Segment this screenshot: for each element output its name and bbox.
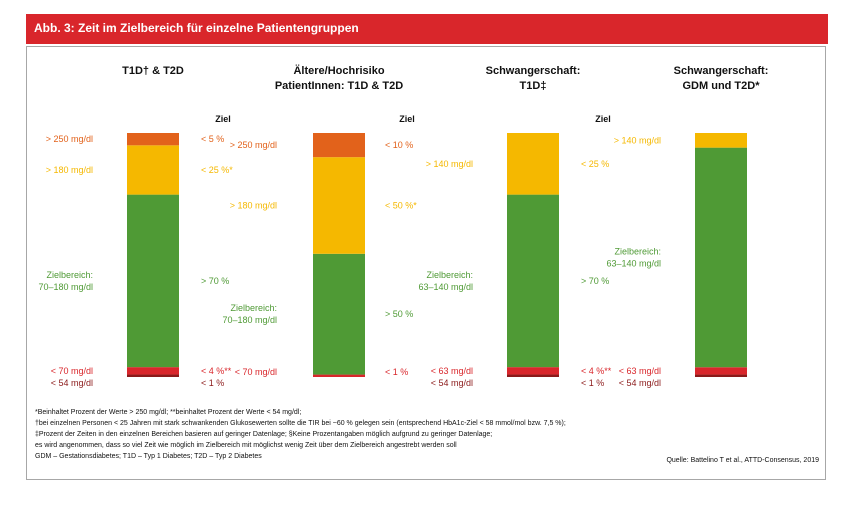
bar-segment xyxy=(127,367,179,375)
bar-segment xyxy=(507,374,559,377)
footnote-4: es wird angenommen, dass so viel Zeit wi… xyxy=(35,442,457,449)
range-label: Zielbereich: xyxy=(426,270,473,280)
goal-label: < 25 % xyxy=(581,159,609,169)
goal-label: > 50 % xyxy=(385,309,413,319)
bar-segment xyxy=(313,253,365,375)
range-label: Zielbereich: xyxy=(614,246,661,256)
range-label: < 54 mg/dl xyxy=(431,378,473,388)
chart-frame: T1D† & T2D Ziel < 54 mg/dl < 1 % < 70 mg/dl <… xyxy=(26,46,826,480)
bar-segment xyxy=(695,367,747,375)
goal-header: Ziel xyxy=(215,114,231,124)
goal-label: < 50 %* xyxy=(385,200,417,210)
goal-label: > 70 % xyxy=(201,276,229,286)
source-citation: Quelle: Battelino T et al., ATTD-Consens… xyxy=(666,457,819,464)
range-label: Zielbereich: xyxy=(46,270,93,280)
range-label: < 54 mg/dl xyxy=(51,378,93,388)
goal-label: < 1 % xyxy=(385,367,408,377)
footnotes: *Beinhaltet Prozent der Werte > 250 mg/d… xyxy=(35,407,825,462)
footnote-5: GDM – Gestationsdiabetes; T1D – Typ 1 Di… xyxy=(35,453,262,460)
group-title: T1D† & T2D xyxy=(122,65,184,77)
bar-segment xyxy=(507,133,559,195)
range-label: < 63 mg/dl xyxy=(619,366,661,376)
figure-title: Abb. 3: Zeit im Zielbereich für einzelne… xyxy=(34,21,359,35)
goal-label: < 5 % xyxy=(201,134,224,144)
range-label: 63–140 mg/dl xyxy=(606,258,661,268)
bar-segment xyxy=(507,367,559,375)
bar-segment xyxy=(507,194,559,368)
range-label: < 70 mg/dl xyxy=(235,367,277,377)
bar-segment xyxy=(127,133,179,146)
group-title: Ältere/Hochrisiko xyxy=(293,64,384,77)
group-title: Schwangerschaft: xyxy=(674,65,769,77)
group-title: T1D‡ xyxy=(520,80,547,92)
group-title: Schwangerschaft: xyxy=(486,65,581,77)
range-label: > 250 mg/dl xyxy=(230,140,277,150)
range-label: 70–180 mg/dl xyxy=(222,315,277,325)
goal-label: < 10 % xyxy=(385,140,413,150)
bar-segment xyxy=(313,133,365,158)
goal-label: < 4 %** xyxy=(581,366,612,376)
bar-segment xyxy=(127,374,179,377)
goal-label: > 70 % xyxy=(581,276,609,286)
range-label: > 140 mg/dl xyxy=(426,159,473,169)
range-label: > 180 mg/dl xyxy=(230,200,277,210)
footnote-1: *Beinhaltet Prozent der Werte > 250 mg/d… xyxy=(35,409,302,416)
group-title: PatientInnen: T1D & T2D xyxy=(275,80,403,92)
footnote-3: ‡Prozent der Zeiten in den einzelnen Ber… xyxy=(35,431,493,438)
range-label: 70–180 mg/dl xyxy=(38,282,93,292)
range-label: 63–140 mg/dl xyxy=(418,282,473,292)
figure-header: Abb. 3: Zeit im Zielbereich für einzelne… xyxy=(26,14,828,44)
range-label: < 54 mg/dl xyxy=(619,378,661,388)
bar-segment xyxy=(127,145,179,195)
bar-segment xyxy=(313,374,365,377)
goal-label: < 1 % xyxy=(201,378,224,388)
range-label: < 63 mg/dl xyxy=(431,366,473,376)
bar-segment xyxy=(695,147,747,368)
bar-segment xyxy=(695,374,747,377)
goal-label: < 1 % xyxy=(581,378,604,388)
goal-header: Ziel xyxy=(595,114,611,124)
range-label: Zielbereich: xyxy=(230,303,277,313)
bar-segment xyxy=(127,194,179,368)
goal-label: < 25 %* xyxy=(201,165,233,175)
footnote-2: †bei einzelnen Personen < 25 Jahren mit … xyxy=(35,420,566,427)
bar-segment xyxy=(313,157,365,254)
range-label: < 70 mg/dl xyxy=(51,366,93,376)
group-title: GDM und T2D* xyxy=(683,80,761,92)
range-label: > 250 mg/dl xyxy=(46,134,93,144)
range-label: > 140 mg/dl xyxy=(614,135,661,145)
goal-header: Ziel xyxy=(399,114,415,124)
bar-segment xyxy=(695,133,747,148)
range-label: > 180 mg/dl xyxy=(46,165,93,175)
goal-label: < 4 %** xyxy=(201,366,232,376)
